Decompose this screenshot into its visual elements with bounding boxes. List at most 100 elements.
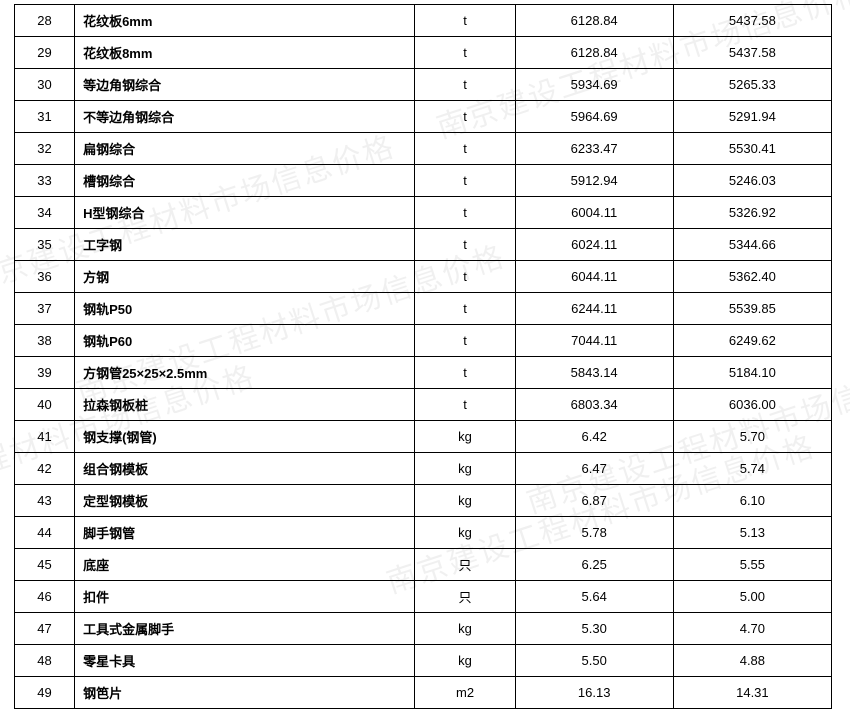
cell-index: 37 bbox=[15, 293, 75, 325]
cell-price-1: 6803.34 bbox=[515, 389, 673, 421]
cell-name: 花纹板8mm bbox=[75, 37, 415, 69]
cell-price-2: 6249.62 bbox=[673, 325, 831, 357]
cell-unit: t bbox=[415, 229, 515, 261]
price-table: 28花纹板6mmt6128.845437.5829花纹板8mmt6128.845… bbox=[14, 4, 832, 709]
cell-index: 30 bbox=[15, 69, 75, 101]
cell-name: 工具式金属脚手 bbox=[75, 613, 415, 645]
page-root: 28花纹板6mmt6128.845437.5829花纹板8mmt6128.845… bbox=[0, 0, 850, 713]
cell-unit: t bbox=[415, 325, 515, 357]
cell-unit: t bbox=[415, 101, 515, 133]
cell-unit: kg bbox=[415, 517, 515, 549]
cell-price-2: 4.88 bbox=[673, 645, 831, 677]
cell-price-2: 5437.58 bbox=[673, 37, 831, 69]
cell-name: 底座 bbox=[75, 549, 415, 581]
table-row: 31不等边角钢综合t5964.695291.94 bbox=[15, 101, 832, 133]
table-row: 28花纹板6mmt6128.845437.58 bbox=[15, 5, 832, 37]
cell-index: 45 bbox=[15, 549, 75, 581]
cell-unit: t bbox=[415, 293, 515, 325]
cell-name: 等边角钢综合 bbox=[75, 69, 415, 101]
cell-price-1: 5843.14 bbox=[515, 357, 673, 389]
table-row: 34H型钢综合t6004.115326.92 bbox=[15, 197, 832, 229]
cell-unit: kg bbox=[415, 485, 515, 517]
cell-unit: t bbox=[415, 165, 515, 197]
cell-name: 方钢管25×25×2.5mm bbox=[75, 357, 415, 389]
table-row: 45底座只6.255.55 bbox=[15, 549, 832, 581]
cell-index: 41 bbox=[15, 421, 75, 453]
cell-name: 不等边角钢综合 bbox=[75, 101, 415, 133]
cell-price-2: 5362.40 bbox=[673, 261, 831, 293]
cell-price-2: 14.31 bbox=[673, 677, 831, 709]
cell-name: 槽钢综合 bbox=[75, 165, 415, 197]
cell-index: 44 bbox=[15, 517, 75, 549]
cell-unit: t bbox=[415, 69, 515, 101]
cell-price-2: 5291.94 bbox=[673, 101, 831, 133]
cell-name: 定型钢模板 bbox=[75, 485, 415, 517]
cell-name: 拉森钢板桩 bbox=[75, 389, 415, 421]
table-row: 36方钢t6044.115362.40 bbox=[15, 261, 832, 293]
cell-name: 方钢 bbox=[75, 261, 415, 293]
table-row: 44脚手钢管kg5.785.13 bbox=[15, 517, 832, 549]
table-row: 29花纹板8mmt6128.845437.58 bbox=[15, 37, 832, 69]
cell-unit: t bbox=[415, 133, 515, 165]
cell-price-2: 5326.92 bbox=[673, 197, 831, 229]
cell-index: 34 bbox=[15, 197, 75, 229]
table-row: 46扣件只5.645.00 bbox=[15, 581, 832, 613]
table-row: 41钢支撑(钢管)kg6.425.70 bbox=[15, 421, 832, 453]
cell-unit: kg bbox=[415, 421, 515, 453]
cell-unit: t bbox=[415, 5, 515, 37]
table-row: 48零星卡具kg5.504.88 bbox=[15, 645, 832, 677]
cell-index: 48 bbox=[15, 645, 75, 677]
cell-price-1: 5.64 bbox=[515, 581, 673, 613]
cell-unit: t bbox=[415, 357, 515, 389]
cell-index: 36 bbox=[15, 261, 75, 293]
cell-name: 扣件 bbox=[75, 581, 415, 613]
cell-index: 39 bbox=[15, 357, 75, 389]
cell-price-2: 5437.58 bbox=[673, 5, 831, 37]
cell-index: 43 bbox=[15, 485, 75, 517]
cell-unit: kg bbox=[415, 613, 515, 645]
table-row: 39方钢管25×25×2.5mmt5843.145184.10 bbox=[15, 357, 832, 389]
cell-price-2: 5.55 bbox=[673, 549, 831, 581]
cell-price-1: 16.13 bbox=[515, 677, 673, 709]
cell-name: 花纹板6mm bbox=[75, 5, 415, 37]
cell-index: 40 bbox=[15, 389, 75, 421]
table-row: 37钢轨P50t6244.115539.85 bbox=[15, 293, 832, 325]
table-row: 35工字钢t6024.115344.66 bbox=[15, 229, 832, 261]
table-row: 47工具式金属脚手kg5.304.70 bbox=[15, 613, 832, 645]
cell-price-2: 5530.41 bbox=[673, 133, 831, 165]
table-row: 38钢轨P60t7044.116249.62 bbox=[15, 325, 832, 357]
table-row: 42组合钢模板kg6.475.74 bbox=[15, 453, 832, 485]
cell-unit: t bbox=[415, 37, 515, 69]
cell-name: 钢笆片 bbox=[75, 677, 415, 709]
cell-price-2: 5.74 bbox=[673, 453, 831, 485]
cell-price-2: 5344.66 bbox=[673, 229, 831, 261]
cell-price-2: 4.70 bbox=[673, 613, 831, 645]
cell-price-1: 5.78 bbox=[515, 517, 673, 549]
cell-unit: t bbox=[415, 389, 515, 421]
cell-name: 钢轨P60 bbox=[75, 325, 415, 357]
cell-price-1: 6.25 bbox=[515, 549, 673, 581]
cell-index: 42 bbox=[15, 453, 75, 485]
cell-price-2: 5539.85 bbox=[673, 293, 831, 325]
cell-name: 钢轨P50 bbox=[75, 293, 415, 325]
cell-price-1: 6244.11 bbox=[515, 293, 673, 325]
cell-price-1: 6128.84 bbox=[515, 5, 673, 37]
cell-price-1: 5.30 bbox=[515, 613, 673, 645]
cell-index: 31 bbox=[15, 101, 75, 133]
cell-unit: t bbox=[415, 197, 515, 229]
cell-price-1: 6.87 bbox=[515, 485, 673, 517]
cell-index: 29 bbox=[15, 37, 75, 69]
cell-price-1: 6004.11 bbox=[515, 197, 673, 229]
price-table-body: 28花纹板6mmt6128.845437.5829花纹板8mmt6128.845… bbox=[15, 5, 832, 709]
table-row: 33槽钢综合t5912.945246.03 bbox=[15, 165, 832, 197]
cell-unit: t bbox=[415, 261, 515, 293]
cell-price-1: 5964.69 bbox=[515, 101, 673, 133]
table-row: 32扁钢综合t6233.475530.41 bbox=[15, 133, 832, 165]
cell-price-1: 6128.84 bbox=[515, 37, 673, 69]
cell-price-1: 6233.47 bbox=[515, 133, 673, 165]
cell-price-2: 5265.33 bbox=[673, 69, 831, 101]
cell-price-1: 6.42 bbox=[515, 421, 673, 453]
cell-price-2: 5.00 bbox=[673, 581, 831, 613]
cell-price-2: 6036.00 bbox=[673, 389, 831, 421]
cell-price-2: 6.10 bbox=[673, 485, 831, 517]
